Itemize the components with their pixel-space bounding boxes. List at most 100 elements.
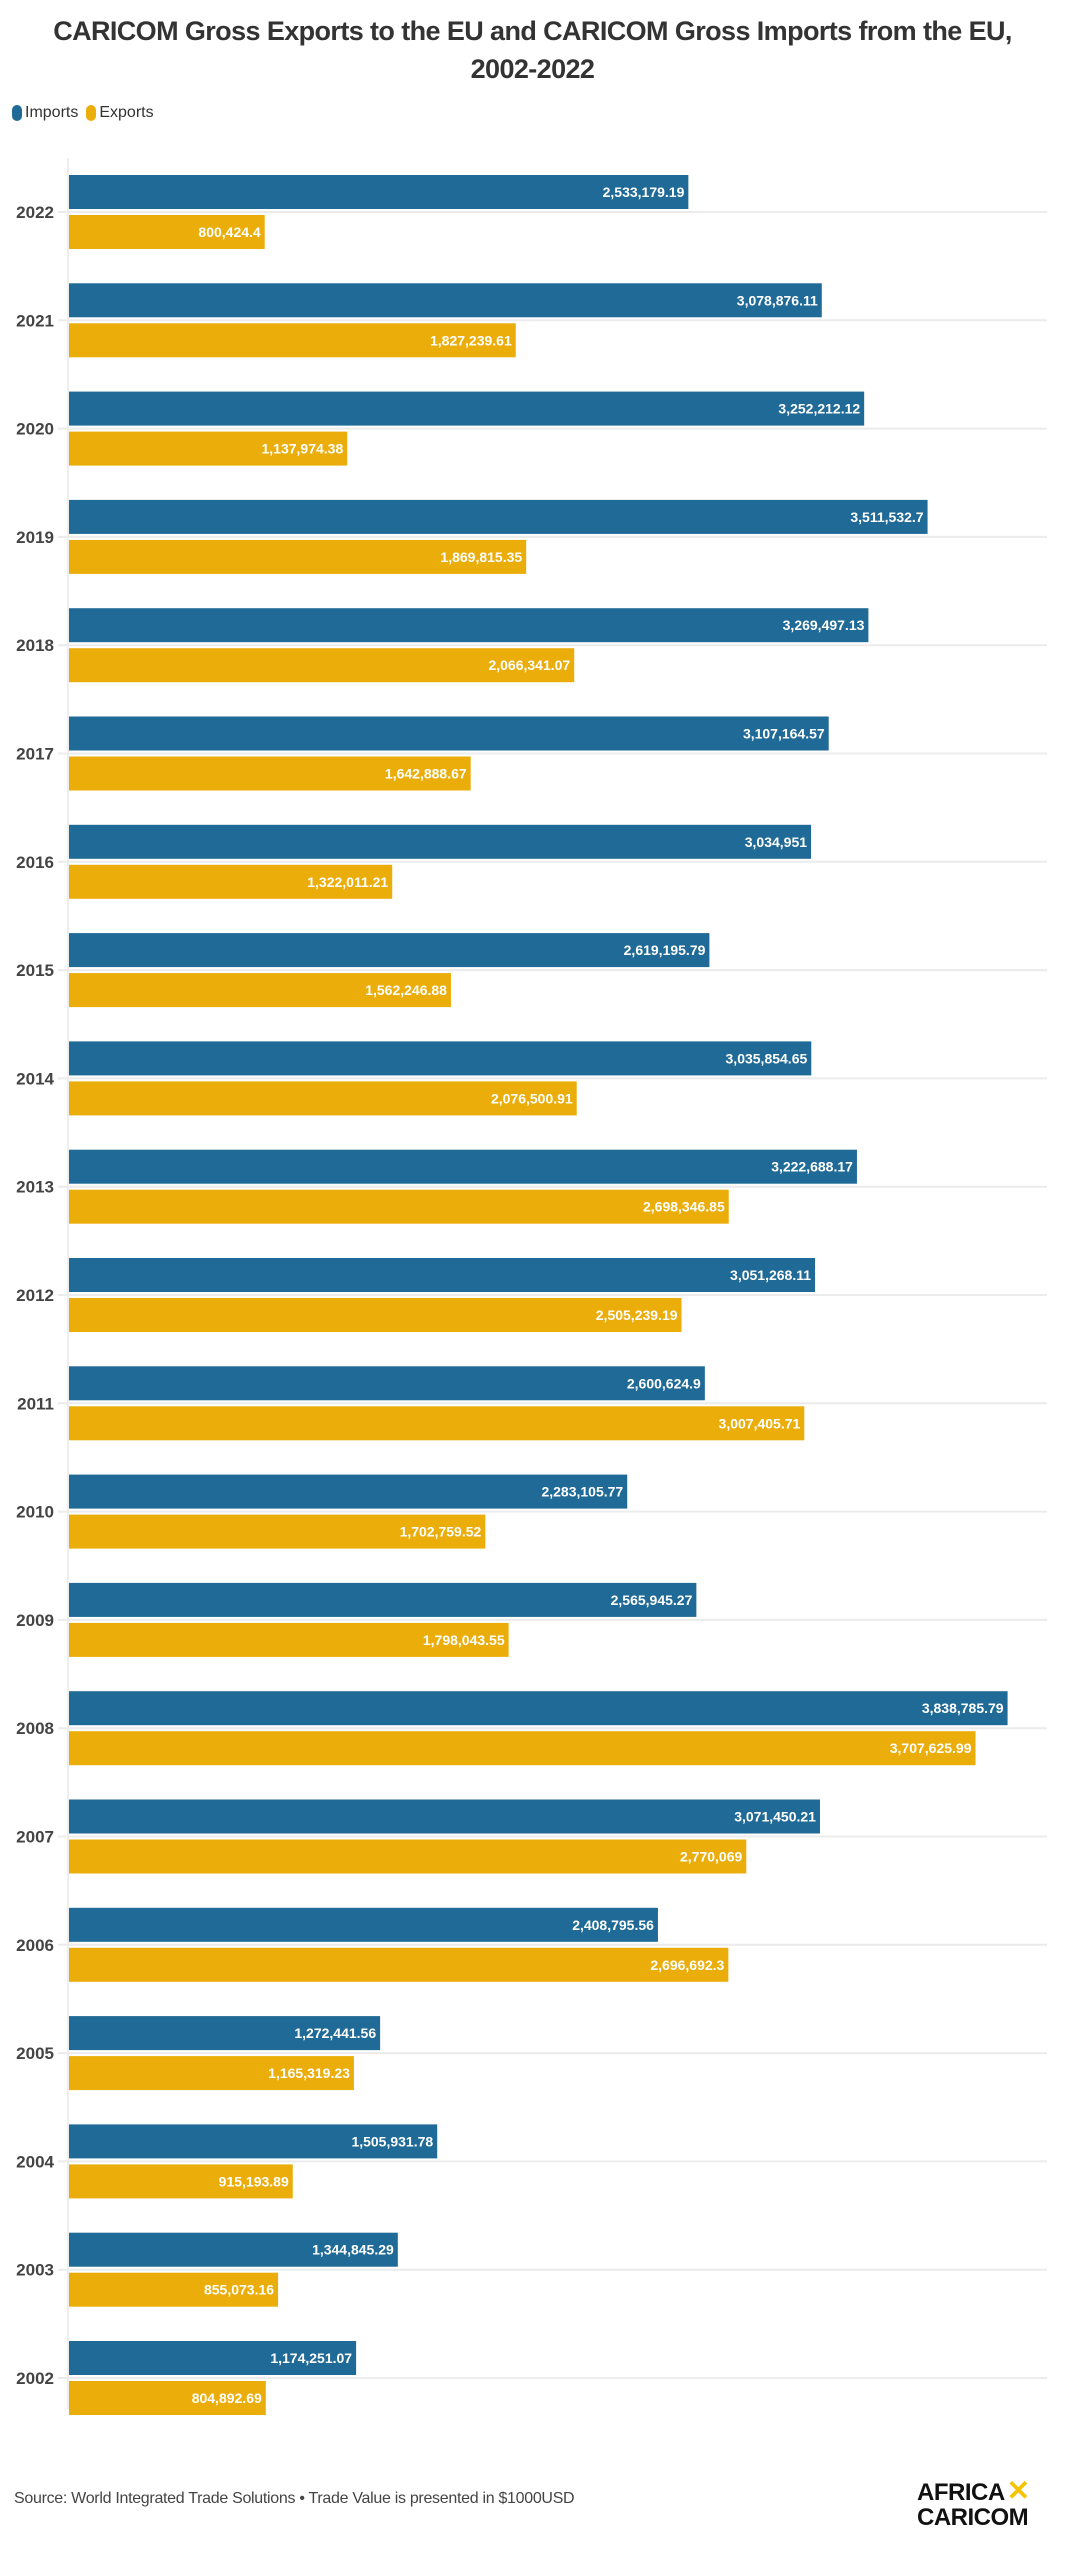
- chart-title: CARICOM Gross Exports to the EU and CARI…: [0, 12, 1065, 88]
- bar-imports: [69, 716, 829, 751]
- bar-exports: [69, 2381, 266, 2415]
- y-tick-label: 2004: [16, 2152, 54, 2171]
- y-tick-label: 2002: [16, 2369, 54, 2388]
- data-label-exports: 1,869,815.35: [440, 549, 522, 565]
- data-label-exports: 1,798,043.55: [423, 1632, 505, 1648]
- bar-exports: [69, 864, 393, 899]
- bar-imports: [69, 1691, 1008, 1726]
- bar-exports: [69, 2272, 279, 2307]
- bar-chart: 2022 2,533,179.19 800,424.4 2021 3,078,876.1…: [16, 158, 1047, 2415]
- bar-exports: [69, 1406, 805, 1441]
- bar-exports: [69, 1622, 509, 1657]
- data-label-exports: 2,696,692.3: [650, 1957, 724, 1973]
- y-tick-label: 2006: [16, 1936, 54, 1955]
- data-label-exports: 2,066,341.07: [488, 657, 570, 673]
- bar-imports: [69, 1799, 820, 1834]
- data-label-imports: 1,505,931.78: [351, 2133, 433, 2149]
- bar-exports: [69, 1298, 682, 1332]
- bar-exports: [69, 2164, 293, 2199]
- data-label-imports: 3,035,854.65: [726, 1050, 808, 1066]
- data-label-exports: 855,073.16: [204, 2282, 274, 2298]
- y-tick-label: 2011: [17, 1394, 54, 1413]
- africa-caricom-logo: AFRICA✕ CARICOM: [917, 2475, 1057, 2531]
- bar-imports: [69, 391, 865, 426]
- bar-exports: [69, 539, 527, 574]
- bar-imports: [69, 608, 869, 643]
- bar-imports: [69, 2341, 357, 2375]
- logo-line-2: CARICOM: [917, 2504, 1029, 2531]
- bar-imports: [69, 2232, 398, 2267]
- data-label-exports: 2,505,239.19: [596, 1307, 678, 1323]
- bar-exports: [69, 1514, 486, 1549]
- y-tick-label: 2009: [16, 1611, 54, 1630]
- data-label-exports: 1,322,011.21: [307, 874, 388, 890]
- data-label-exports: 800,424.4: [198, 224, 260, 240]
- bar-imports: [69, 283, 822, 318]
- y-tick-label: 2013: [16, 1178, 54, 1197]
- data-label-imports: 3,107,164.57: [743, 726, 825, 742]
- bar-imports: [69, 2124, 438, 2159]
- data-label-imports: 3,071,450.21: [734, 1809, 816, 1825]
- bar-imports: [69, 933, 710, 968]
- data-label-imports: 2,619,195.79: [624, 942, 706, 958]
- y-tick-label: 2007: [16, 1828, 54, 1847]
- data-label-imports: 3,252,212.12: [778, 401, 860, 417]
- y-tick-label: 2003: [16, 2261, 54, 2280]
- bar-imports: [69, 2016, 381, 2051]
- chart-title-line-1: CARICOM Gross Exports to the EU and CARI…: [53, 16, 1012, 46]
- bar-imports: [69, 1149, 857, 1184]
- data-label-imports: 3,051,268.11: [730, 1267, 811, 1283]
- data-label-exports: 1,165,319.23: [268, 2065, 350, 2081]
- data-label-imports: 3,838,785.79: [922, 1700, 1004, 1716]
- source-note: Source: World Integrated Trade Solutions…: [14, 2490, 575, 2507]
- bar-exports: [69, 648, 575, 683]
- legend-item-exports[interactable]: Exports: [86, 104, 154, 122]
- data-label-imports: 2,565,945.27: [611, 1592, 693, 1608]
- data-label-exports: 1,702,759.52: [400, 1524, 482, 1540]
- bar-exports: [69, 215, 265, 249]
- y-tick-label: 2008: [16, 1719, 54, 1738]
- bar-imports: [69, 1907, 658, 1942]
- bar-imports: [69, 1474, 628, 1509]
- data-label-imports: 2,408,795.56: [572, 1917, 654, 1933]
- bar-exports: [69, 323, 516, 358]
- y-tick-label: 2022: [16, 203, 54, 222]
- legend-item-imports[interactable]: Imports: [12, 104, 78, 122]
- data-label-exports: 2,770,069: [680, 1849, 742, 1865]
- bar-imports: [69, 1258, 816, 1292]
- y-tick-label: 2021: [16, 311, 54, 330]
- legend-label-exports: Exports: [99, 104, 154, 121]
- bar-exports: [69, 1731, 976, 1766]
- chart-title-line-2: 2002-2022: [470, 54, 595, 84]
- data-label-imports: 2,533,179.19: [603, 184, 685, 200]
- y-tick-label: 2015: [16, 961, 54, 980]
- data-label-imports: 1,344,845.29: [312, 2242, 394, 2258]
- data-label-imports: 3,269,497.13: [783, 617, 865, 633]
- legend-swatch-exports: [86, 105, 97, 121]
- bar-exports: [69, 431, 348, 466]
- logo-line-1: AFRICA: [917, 2479, 1005, 2506]
- bar-imports: [69, 824, 812, 859]
- y-tick-label: 2019: [16, 528, 54, 547]
- bar-exports: [69, 2056, 354, 2091]
- data-label-exports: 804,892.69: [192, 2390, 262, 2406]
- data-label-exports: 915,193.89: [219, 2173, 289, 2189]
- data-label-imports: 2,283,105.77: [541, 1484, 623, 1500]
- y-tick-label: 2020: [16, 420, 54, 439]
- bar-imports: [69, 1041, 812, 1076]
- bar-imports: [69, 1366, 705, 1401]
- data-label-exports: 1,562,246.88: [365, 982, 447, 998]
- bar-exports: [69, 1189, 729, 1224]
- bar-exports: [69, 756, 471, 791]
- legend-swatch-imports: [12, 105, 22, 121]
- data-label-imports: 3,034,951: [745, 834, 807, 850]
- data-label-exports: 3,707,625.99: [890, 1740, 972, 1756]
- data-label-imports: 1,272,441.56: [294, 2025, 376, 2041]
- y-tick-label: 2018: [16, 636, 54, 655]
- y-tick-label: 2017: [16, 745, 54, 764]
- legend-label-imports: Imports: [25, 104, 79, 121]
- y-tick-label: 2012: [16, 1286, 54, 1305]
- bar-exports: [69, 1947, 729, 1982]
- y-tick-label: 2010: [16, 1503, 54, 1522]
- logo-x-mark-icon: ✕: [1006, 2475, 1030, 2506]
